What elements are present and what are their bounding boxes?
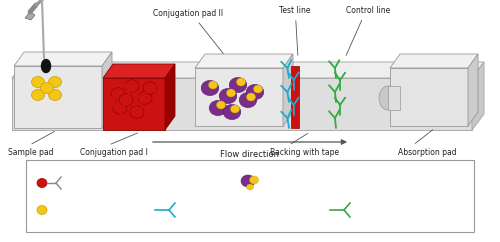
FancyBboxPatch shape — [388, 86, 400, 110]
Ellipse shape — [230, 105, 239, 113]
Ellipse shape — [219, 88, 237, 104]
Text: 8-hydroxyguanosine–invertase conjugates: 8-hydroxyguanosine–invertase conjugates — [262, 180, 414, 186]
Ellipse shape — [241, 175, 255, 187]
Text: AuNPs-labeled Ab: AuNPs-labeled Ab — [64, 180, 128, 186]
Ellipse shape — [209, 100, 227, 116]
Polygon shape — [283, 54, 293, 126]
Ellipse shape — [130, 106, 144, 118]
Polygon shape — [195, 54, 293, 68]
Ellipse shape — [246, 93, 256, 101]
Ellipse shape — [113, 102, 127, 114]
Text: Conjugation pad II: Conjugation pad II — [153, 9, 228, 60]
Ellipse shape — [250, 176, 258, 184]
Text: Backing with tape: Backing with tape — [270, 134, 339, 157]
Ellipse shape — [208, 81, 218, 89]
Polygon shape — [25, 12, 35, 20]
Text: Absorption pad: Absorption pad — [398, 130, 456, 157]
Ellipse shape — [143, 82, 157, 94]
Ellipse shape — [226, 89, 235, 97]
Ellipse shape — [254, 85, 262, 93]
Ellipse shape — [40, 83, 54, 93]
Ellipse shape — [111, 88, 125, 100]
FancyBboxPatch shape — [14, 66, 102, 128]
Ellipse shape — [119, 94, 133, 106]
Ellipse shape — [229, 77, 247, 93]
Polygon shape — [468, 54, 478, 126]
Ellipse shape — [138, 92, 152, 104]
Text: Anti-mouse IgG Ab: Anti-mouse IgG Ab — [178, 207, 246, 213]
Polygon shape — [103, 64, 175, 78]
Ellipse shape — [236, 78, 246, 86]
Ellipse shape — [246, 84, 264, 100]
Text: Anti-invertase Ab: Anti-invertase Ab — [353, 207, 416, 213]
Text: 8-OHdG: 8-OHdG — [50, 207, 79, 213]
Ellipse shape — [379, 86, 397, 110]
Polygon shape — [12, 62, 484, 78]
Ellipse shape — [239, 92, 257, 108]
FancyBboxPatch shape — [291, 66, 299, 128]
Ellipse shape — [32, 76, 44, 88]
FancyBboxPatch shape — [26, 160, 474, 232]
Ellipse shape — [223, 104, 241, 120]
Ellipse shape — [48, 76, 62, 88]
FancyBboxPatch shape — [195, 68, 283, 126]
Ellipse shape — [37, 205, 47, 214]
Ellipse shape — [216, 101, 226, 109]
Polygon shape — [14, 52, 112, 66]
Polygon shape — [390, 54, 478, 68]
FancyBboxPatch shape — [390, 68, 468, 126]
Polygon shape — [472, 62, 484, 130]
Ellipse shape — [37, 179, 47, 188]
Ellipse shape — [32, 90, 44, 100]
FancyBboxPatch shape — [103, 78, 165, 130]
Polygon shape — [165, 64, 175, 130]
Text: Flow direction: Flow direction — [220, 150, 280, 159]
Text: Test line: Test line — [279, 6, 311, 55]
Text: Sample pad: Sample pad — [8, 131, 54, 157]
Ellipse shape — [201, 80, 219, 96]
Ellipse shape — [41, 59, 51, 73]
Ellipse shape — [125, 80, 139, 92]
Ellipse shape — [246, 184, 254, 190]
FancyBboxPatch shape — [12, 78, 472, 130]
Polygon shape — [102, 52, 112, 128]
Text: Conjugation pad I: Conjugation pad I — [80, 133, 148, 157]
Ellipse shape — [48, 90, 62, 100]
Text: Control line: Control line — [346, 6, 390, 55]
